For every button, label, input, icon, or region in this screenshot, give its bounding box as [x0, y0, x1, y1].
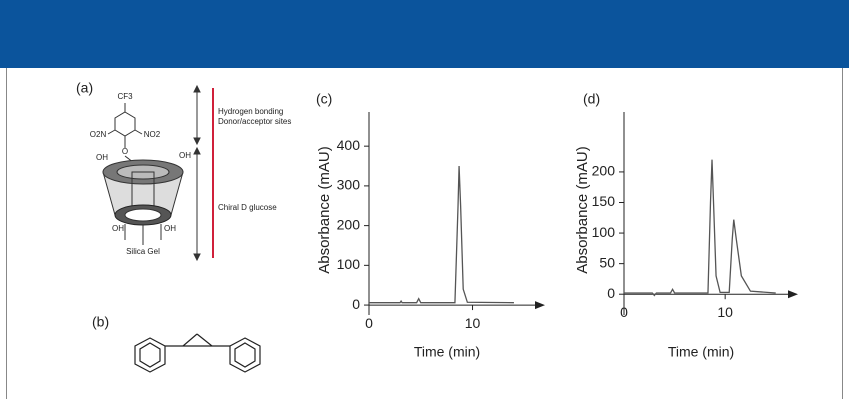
- x-tick-label: 10: [465, 315, 481, 331]
- header-band: [0, 0, 849, 68]
- y-tick-label: 150: [592, 193, 616, 209]
- x-axis-arrow: [535, 301, 545, 310]
- panel-label: (b): [92, 314, 109, 330]
- group-label: OH: [179, 151, 191, 160]
- molecule-drawing: [134, 333, 261, 373]
- group-label: NO2: [144, 130, 161, 139]
- y-tick-label: 50: [599, 254, 615, 270]
- group-label: OH: [164, 224, 176, 233]
- y-tick-label: 200: [592, 163, 616, 179]
- annotation: Hydrogen bonding: [218, 107, 283, 116]
- y-tick-label: 400: [337, 137, 361, 153]
- x-tick-label: 0: [365, 315, 373, 331]
- group-label: OH: [112, 224, 124, 233]
- panel-label: (c): [316, 91, 332, 107]
- support-label: Silica Gel: [126, 247, 160, 256]
- y-axis-label: Absorbance (mAU): [316, 146, 333, 274]
- group-label: O2N: [90, 130, 107, 139]
- group-label: CF3: [117, 92, 133, 101]
- x-tick-label: 10: [717, 304, 733, 320]
- y-axis-label: Absorbance (mAU): [574, 146, 591, 274]
- chromatogram-line: [624, 159, 776, 297]
- range-arrows: [193, 84, 201, 262]
- x-axis-arrow: [788, 290, 798, 299]
- group-label: OH: [96, 153, 108, 162]
- x-axis-label: Time (min): [668, 344, 734, 360]
- x-tick-label: 0: [620, 304, 628, 320]
- y-tick-label: 100: [337, 256, 361, 272]
- chromatogram-line: [369, 166, 514, 304]
- y-tick-label: 0: [352, 296, 360, 312]
- group-label: O: [122, 147, 128, 156]
- y-tick-label: 300: [337, 177, 361, 193]
- panel-label: (d): [583, 91, 600, 107]
- y-tick-label: 0: [607, 285, 615, 301]
- selector-drawing: [102, 103, 184, 245]
- y-tick-label: 200: [337, 216, 361, 232]
- annotation: Chiral D glucose: [218, 203, 277, 212]
- panel-label: (a): [76, 80, 93, 96]
- y-tick-label: 100: [592, 224, 616, 240]
- x-axis-label: Time (min): [414, 344, 480, 360]
- annotation: Donor/acceptor sites: [218, 117, 291, 126]
